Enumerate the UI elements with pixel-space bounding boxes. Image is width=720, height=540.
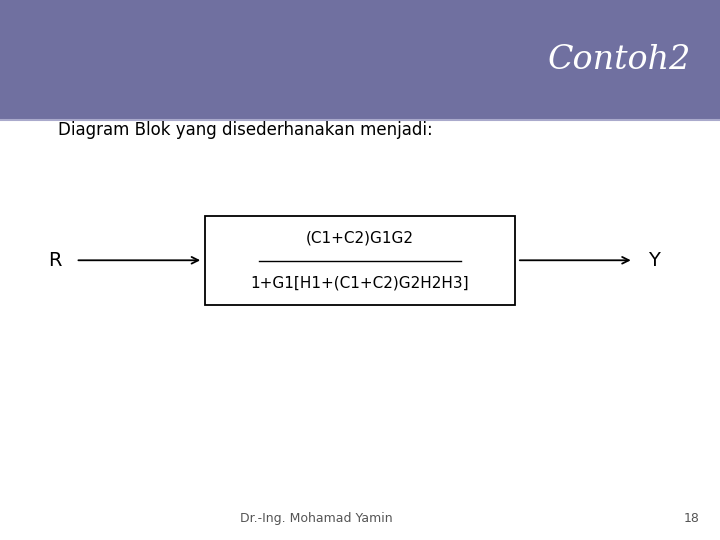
Bar (0, 0, 720, 120)
Bar (205, 216, 515, 305)
Text: (C1+C2)G1G2: (C1+C2)G1G2 (306, 231, 414, 245)
Text: Diagram Blok yang disederhanakan menjadi:: Diagram Blok yang disederhanakan menjadi… (58, 120, 432, 139)
Text: 18: 18 (683, 512, 699, 525)
Text: Dr.-Ing. Mohamad Yamin: Dr.-Ing. Mohamad Yamin (240, 512, 393, 525)
Text: R: R (48, 251, 61, 270)
Text: Y: Y (648, 251, 660, 270)
Text: Contoh2: Contoh2 (548, 44, 691, 76)
Text: 1+G1[H1+(C1+C2)G2H2H3]: 1+G1[H1+(C1+C2)G2H2H3] (251, 276, 469, 291)
